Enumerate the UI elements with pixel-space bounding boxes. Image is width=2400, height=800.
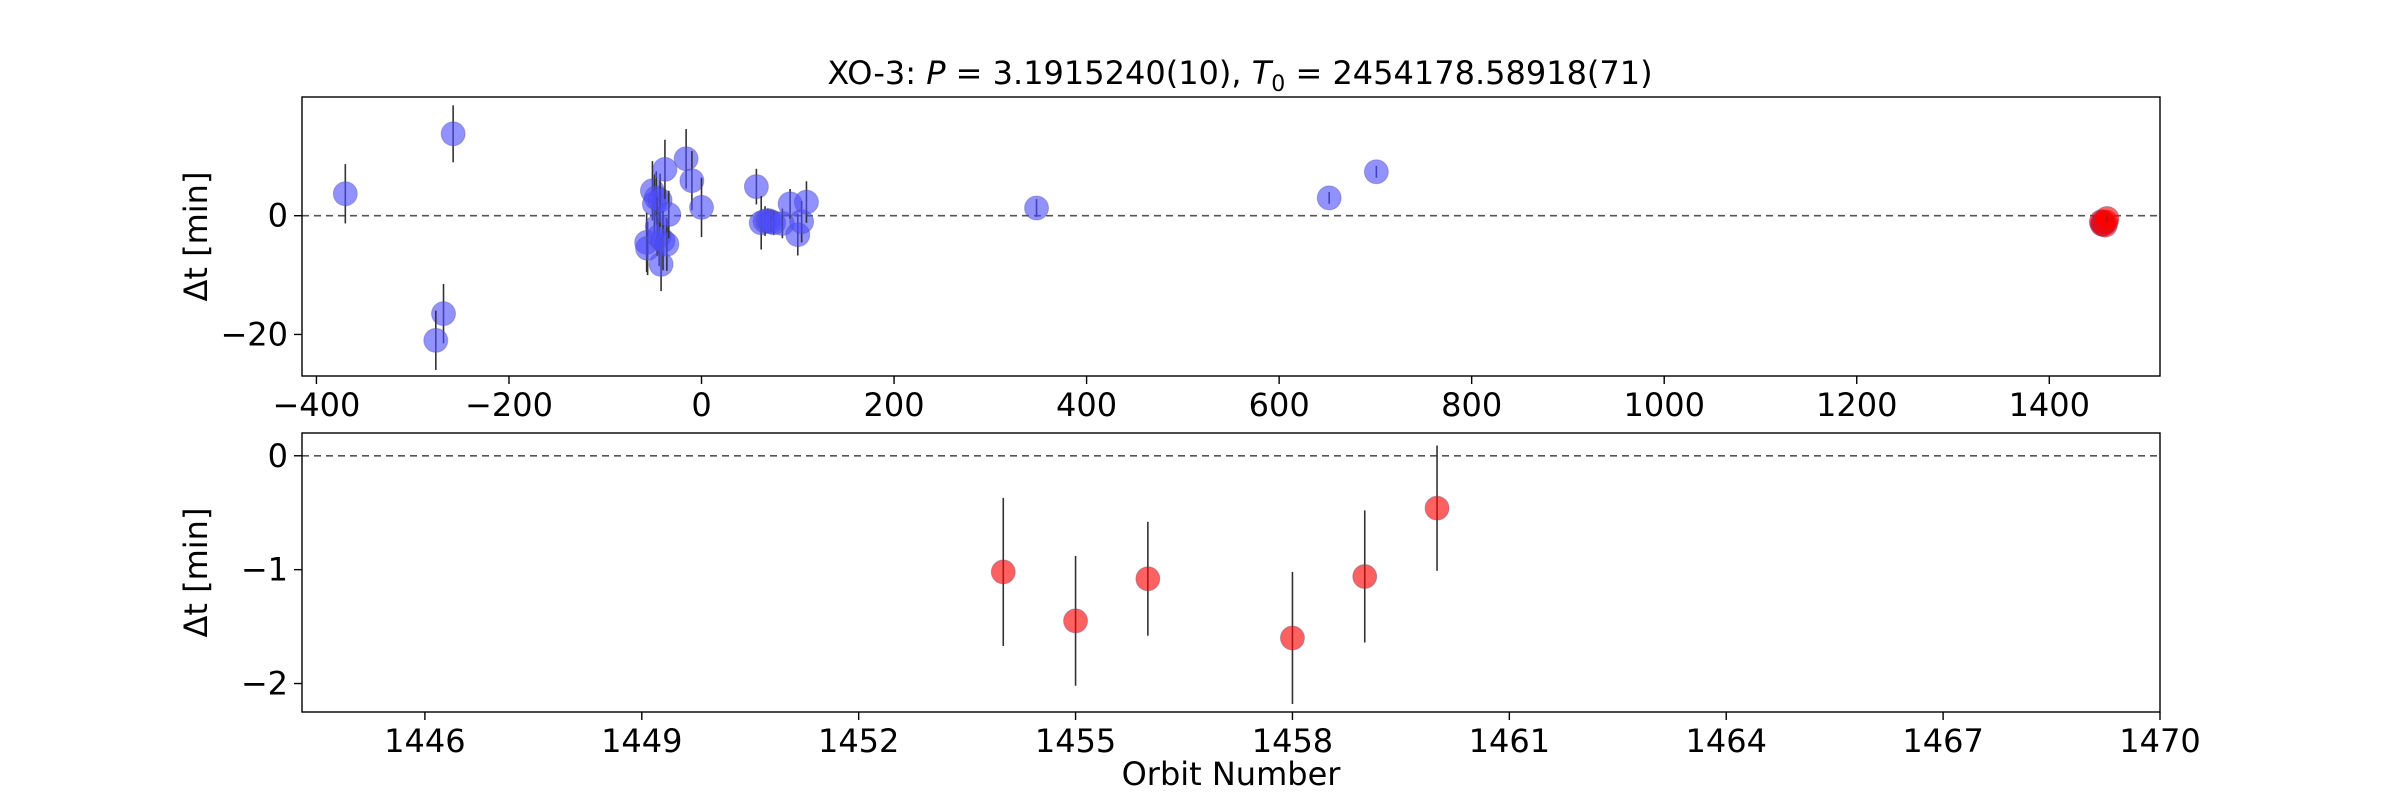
x-tick-label: 1449 [601,722,682,760]
x-tick-label: −200 [465,386,553,424]
x-tick-label: 1452 [818,722,899,760]
data-point [423,327,449,353]
y-tick-label: −20 [220,315,288,353]
data-point [440,121,466,147]
x-tick-label: 0 [691,386,711,424]
y-tick-label: −2 [241,665,288,703]
y-axis-label: Δt [min] [177,508,215,638]
data-point [652,156,678,182]
x-tick-label: 1446 [384,722,465,760]
data-point [1424,495,1450,521]
x-tick-label: 800 [1441,386,1502,424]
x-tick-label: −400 [272,386,360,424]
y-axis-label: Δt [min] [177,172,215,302]
x-tick-label: 1455 [1035,722,1116,760]
y-tick-label: 0 [268,437,288,475]
x-tick-label: 1458 [1252,722,1333,760]
title-segment: P [926,54,946,92]
axes-frame [301,96,2161,377]
axes-frame [301,432,2161,713]
data-points [332,105,2120,371]
x-tick-label: 1467 [1902,722,1983,760]
x-tick-label: 600 [1249,386,1310,424]
top-panel: −400 −200 0 200 400 600 800 1000 1200 1400−200Δt … [177,96,2161,424]
data-point [679,168,705,194]
data-point [2094,205,2120,231]
data-point [332,181,358,207]
data-point [431,301,457,327]
title-text: XO-3: [827,54,926,92]
title-segment: = 3.1915240(10), [946,54,1252,92]
x-tick-label: 1000 [1623,386,1704,424]
title-segment: T [1252,54,1274,92]
title-segment: = 2454178.58918(71) [1285,54,1652,92]
title-segment: 0 [1271,72,1285,97]
data-point [1352,563,1378,589]
data-point [1363,159,1389,185]
data-point [1316,185,1342,211]
x-tick-label: 1470 [2119,722,2200,760]
data-point [793,189,819,215]
data-point [654,231,680,257]
y-tick-label: −1 [241,551,288,589]
data-point [1135,566,1161,592]
bottom-panel: 1446 1449 1452 1455 1458 1461 1464 1467 1470 −2 −1… [177,432,2201,793]
data-point [673,146,699,172]
y-tick-label: 0 [268,197,288,235]
x-tick-label: 1400 [2009,386,2090,424]
data-point [743,174,769,200]
data-point [1024,195,1050,221]
data-point [1279,625,1305,651]
data-point [990,559,1016,585]
chart-title: XO-3: P = 3.1915240(10), T0 = 2454178.58… [827,54,1652,97]
x-axis-label: Orbit Number [1122,755,1342,793]
x-tick-label: 200 [864,386,925,424]
data-point [1063,608,1089,634]
data-points [990,445,1450,705]
x-tick-label: 400 [1056,386,1117,424]
x-tick-label: 1464 [1686,722,1767,760]
x-tick-label: 1200 [1816,386,1897,424]
data-point [689,194,715,220]
x-tick-label: 1461 [1469,722,1550,760]
data-point [656,202,682,228]
